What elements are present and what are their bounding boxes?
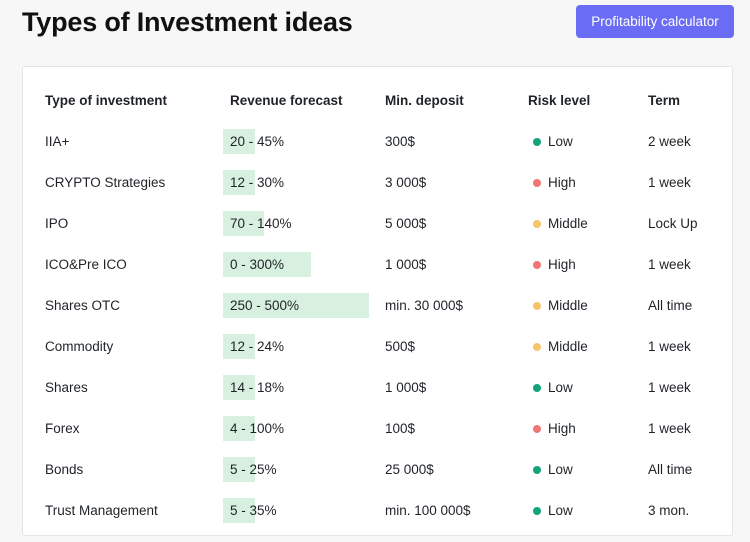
risk-label: Low (548, 503, 573, 518)
min-deposit: 100$ (385, 421, 416, 436)
risk-label: Middle (548, 216, 588, 231)
table-row[interactable]: Shares OTC 250 - 500% min. 30 000$ Middle Al… (23, 285, 732, 326)
term: 1 week (648, 421, 691, 436)
column-header-deposit: Min. deposit (385, 93, 464, 108)
revenue-value: 0 - 300% (230, 257, 285, 272)
table-row[interactable]: Commodity 12 - 24% 500$ Middle 1 week (23, 326, 732, 367)
investment-type: Trust Management (45, 503, 158, 518)
revenue-value: 4 - 100% (230, 421, 285, 436)
risk-label: High (548, 175, 576, 190)
table-row[interactable]: Trust Management 5 - 35% min. 100 000$ Low 3… (23, 490, 732, 531)
revenue-value: 250 - 500% (230, 298, 300, 313)
term: 2 week (648, 134, 691, 149)
risk-dot-icon (533, 261, 541, 269)
risk-dot-icon (533, 220, 541, 228)
investment-type: Forex (45, 421, 80, 436)
risk-dot-icon (533, 425, 541, 433)
risk-dot-icon (533, 384, 541, 392)
revenue-value: 12 - 30% (230, 175, 285, 190)
column-header-revenue: Revenue forecast (230, 93, 343, 108)
table-row[interactable]: Forex 4 - 100% 100$ High 1 week (23, 408, 732, 449)
risk-dot-icon (533, 466, 541, 474)
revenue-bar (223, 334, 255, 359)
risk-label: Middle (548, 298, 588, 313)
revenue-value: 5 - 25% (230, 462, 277, 477)
revenue-bar (223, 129, 255, 154)
revenue-bar (223, 375, 255, 400)
revenue-value: 70 - 140% (230, 216, 292, 231)
risk-label: Low (548, 134, 573, 149)
table-row[interactable]: CRYPTO Strategies 12 - 30% 3 000$ High 1 wee… (23, 162, 732, 203)
page-title: Types of Investment ideas (22, 7, 353, 37)
min-deposit: 1 000$ (385, 380, 427, 395)
revenue-value: 20 - 45% (230, 134, 285, 149)
table-row[interactable]: Shares 14 - 18% 1 000$ Low 1 week (23, 367, 732, 408)
term: 1 week (648, 257, 691, 272)
investment-type: Commodity (45, 339, 114, 354)
term: 1 week (648, 339, 691, 354)
revenue-bar (223, 457, 255, 482)
term: 1 week (648, 175, 691, 190)
revenue-bar (223, 170, 255, 195)
table-row[interactable]: ICO&Pre ICO 0 - 300% 1 000$ High 1 week (23, 244, 732, 285)
investment-type: IPO (45, 216, 69, 231)
term: All time (648, 462, 693, 477)
table-header: Type of investment Revenue forecast Min.… (23, 80, 732, 121)
investment-type: Bonds (45, 462, 84, 477)
investment-type: IIA+ (45, 134, 70, 149)
term: 3 mon. (648, 503, 690, 518)
risk-dot-icon (533, 343, 541, 351)
column-header-risk: Risk level (528, 93, 591, 108)
investment-type: Shares (45, 380, 88, 395)
revenue-value: 12 - 24% (230, 339, 285, 354)
investment-table: Type of investment Revenue forecast Min.… (22, 66, 733, 536)
revenue-value: 5 - 35% (230, 503, 277, 518)
risk-dot-icon (533, 302, 541, 310)
column-header-term: Term (648, 93, 681, 108)
column-header-type: Type of investment (45, 93, 168, 108)
risk-label: Middle (548, 339, 588, 354)
min-deposit: min. 100 000$ (385, 503, 471, 518)
risk-dot-icon (533, 507, 541, 515)
table-row[interactable]: IIA+ 20 - 45% 300$ Low 2 week (23, 121, 732, 162)
term: 1 week (648, 380, 691, 395)
profitability-calculator-button[interactable]: Profitability calculator (576, 5, 734, 38)
min-deposit: 3 000$ (385, 175, 427, 190)
table-row[interactable]: Bonds 5 - 25% 25 000$ Low All time (23, 449, 732, 490)
min-deposit: 500$ (385, 339, 416, 354)
min-deposit: 300$ (385, 134, 416, 149)
risk-label: High (548, 421, 576, 436)
min-deposit: min. 30 000$ (385, 298, 464, 313)
revenue-bar (223, 211, 264, 236)
investment-type: Shares OTC (45, 298, 121, 313)
revenue-bar (223, 293, 369, 318)
revenue-bar (223, 416, 255, 441)
investment-type: CRYPTO Strategies (45, 175, 166, 190)
min-deposit: 5 000$ (385, 216, 427, 231)
risk-dot-icon (533, 179, 541, 187)
term: Lock Up (648, 216, 698, 231)
min-deposit: 1 000$ (385, 257, 427, 272)
table-row[interactable]: IPO 70 - 140% 5 000$ Middle Lock Up (23, 203, 732, 244)
risk-dot-icon (533, 138, 541, 146)
investment-type: ICO&Pre ICO (45, 257, 127, 272)
revenue-value: 14 - 18% (230, 380, 285, 395)
risk-label: Low (548, 462, 573, 477)
min-deposit: 25 000$ (385, 462, 434, 477)
risk-label: Low (548, 380, 573, 395)
revenue-bar (223, 498, 255, 523)
risk-label: High (548, 257, 576, 272)
term: All time (648, 298, 693, 313)
revenue-bar (223, 252, 311, 277)
